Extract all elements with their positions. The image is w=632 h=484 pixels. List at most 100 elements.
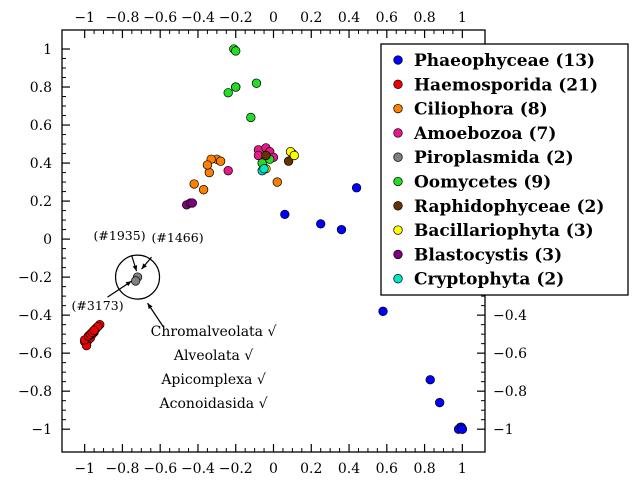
- y-tick-label-left-0-6: −0.6: [18, 346, 52, 362]
- y-tick-label-left-1: 1: [43, 42, 52, 58]
- legend-label-ciliophora: Ciliophora (8): [414, 100, 548, 120]
- point-amoebozoa-1: [223, 166, 233, 176]
- legend: Phaeophyceae (13) Haemosporida (21) Ciliop…: [380, 43, 629, 296]
- arrow-3173-head: [125, 281, 132, 287]
- point-phaeophyceae-13: [457, 424, 467, 434]
- x-tick-label-top-0-8: −0.8: [105, 10, 139, 26]
- point-oomycetes-5: [231, 82, 241, 92]
- x-tick-label-bottom-0-6: −0.6: [143, 461, 177, 477]
- point-raphidophyceae-2: [283, 156, 294, 166]
- x-tick-label-top-0-2: 0.2: [300, 10, 322, 26]
- point-phaeophyceae-6: [425, 375, 435, 385]
- legend-marker-bacillariophyta: [393, 225, 403, 235]
- legend-label-piroplasmida: Piroplasmida (2): [414, 148, 574, 168]
- legend-label-phaeophyceae: Phaeophyceae (13): [414, 51, 595, 71]
- legend-box: [380, 43, 629, 296]
- x-tick-label-top-1: 1: [458, 10, 467, 26]
- legend-marker-ciliophora: [393, 103, 403, 114]
- legend-marker-haemosporida: [393, 79, 403, 89]
- point-oomycetes-4: [223, 88, 233, 98]
- point-phaeophyceae-5: [378, 306, 388, 316]
- legend-label-bacillariophyta: Bacillariophyta (3): [414, 221, 594, 241]
- point-phaeophyceae-7: [435, 397, 445, 408]
- point-phaeophyceae-4: [336, 224, 347, 235]
- x-tick-label-top-0-4: 0.4: [338, 10, 360, 26]
- x-tick-label-bottom-0: 0: [269, 461, 278, 477]
- x-tick-label-top-0-6: 0.6: [376, 10, 398, 26]
- legend-marker-blastocystis: [393, 249, 403, 260]
- point-ciliophora-8: [272, 177, 282, 187]
- point-ciliophora-7: [215, 156, 226, 166]
- x-tick-label-bottom-0-4: 0.4: [338, 461, 360, 477]
- x-tick-label-top-0-8: 0.8: [413, 10, 435, 26]
- legend-label-cryptophyta: Cryptophyta (2): [414, 270, 564, 290]
- legend-label-raphidophyceae: Raphidophyceae (2): [414, 197, 604, 217]
- y-tick-label-left-0-4: −0.4: [18, 308, 52, 324]
- x-tick-label-bottom-0-8: 0.8: [413, 461, 435, 477]
- x-tick-label-top-0-6: −0.6: [143, 10, 177, 26]
- point-haemosporida-21: [89, 325, 99, 335]
- point-ciliophora-2: [198, 185, 209, 195]
- point-phaeophyceae-3: [316, 219, 326, 229]
- point-ciliophora-6: [202, 160, 213, 170]
- x-tick-label-bottom-0-2: 0.2: [300, 461, 322, 477]
- point-oomycetes-6: [246, 112, 256, 123]
- legend-marker-amoebozoa: [393, 128, 403, 138]
- x-tick-label-bottom-0-4: −0.4: [181, 461, 215, 477]
- annotation-id-1466: (#1466): [152, 230, 204, 245]
- annotations: (#1935) (#1466) (#3173) Chromalveolata √…: [72, 228, 277, 412]
- y-tick-label-left-0-4: 0.4: [30, 156, 52, 172]
- x-tick-label-bottom-1: −1: [74, 461, 95, 477]
- y-tick-label-left-0-2: −0.2: [18, 270, 52, 286]
- point-piroplasmida-2: [130, 276, 141, 286]
- x-tick-label-bottom-0-2: −0.2: [219, 461, 253, 477]
- x-tick-label-bottom-0-6: 0.6: [376, 461, 398, 477]
- legend-marker-phaeophyceae: [393, 55, 403, 65]
- point-cryptophyta-2: [259, 164, 269, 174]
- y-tick-label-right-0-4: −0.4: [493, 308, 527, 324]
- x-tick-label-top-0-4: −0.4: [181, 10, 215, 26]
- x-tick-label-top-0-2: −0.2: [219, 10, 253, 26]
- point-bacillariophyta-3: [289, 150, 299, 161]
- legend-label-oomycetes: Oomycetes (9): [414, 173, 551, 193]
- x-tick-label-bottom-1: 1: [458, 461, 467, 477]
- annotation-id-1935: (#1935): [94, 228, 146, 243]
- y-tick-label-right-0-6: −0.6: [493, 346, 527, 362]
- point-raphidophyceae-1: [261, 150, 271, 161]
- x-tick-label-bottom-0-8: −0.8: [105, 461, 139, 477]
- point-oomycetes-2: [231, 46, 241, 56]
- y-tick-label-left-0-8: −0.8: [18, 384, 52, 400]
- legend-marker-piroplasmida: [393, 152, 403, 162]
- y-tick-label-left-0-6: 0.6: [30, 118, 52, 134]
- y-tick-label-left-0-8: 0.8: [30, 80, 52, 96]
- point-oomycetes-7: [251, 78, 262, 88]
- point-ciliophora-1: [189, 179, 199, 189]
- legend-marker-raphidophyceae: [393, 201, 403, 211]
- legend-marker-cryptophyta: [393, 274, 403, 284]
- y-tick-label-left-0-2: 0.2: [30, 194, 52, 210]
- data-points: [80, 44, 467, 434]
- point-ciliophora-3: [204, 167, 214, 178]
- point-phaeophyceae-1: [351, 183, 362, 193]
- annotation-id-3173: (#3173): [72, 298, 124, 313]
- x-tick-label-top-1: −1: [74, 10, 95, 26]
- arrow-1935-head: [132, 265, 138, 272]
- arrow-1466-head: [141, 263, 147, 270]
- taxonomy-label-apicomplexa: Apicomplexa √: [160, 372, 266, 388]
- x-tick-label-top-0: 0: [269, 10, 278, 26]
- taxonomy-label-chromalveolata: Chromalveolata √: [151, 324, 277, 340]
- point-phaeophyceae-2: [280, 209, 290, 220]
- highlight-circle: [114, 254, 161, 300]
- y-tick-label-right-0-8: −0.8: [493, 384, 527, 400]
- legend-label-amoebozoa: Amoebozoa (7): [413, 124, 556, 144]
- taxonomy-label-alveolata: Alveolata √: [173, 348, 253, 364]
- y-tick-label-left-0: 0: [43, 232, 52, 248]
- y-tick-label-left-1: −1: [31, 422, 52, 438]
- point-blastocystis-3: [187, 198, 197, 208]
- arrow-taxonomy-head: [147, 303, 153, 310]
- legend-label-blastocystis: Blastocystis (3): [414, 245, 562, 265]
- legend-label-haemosporida: Haemosporida (21): [414, 75, 598, 95]
- y-tick-label-right-1: −1: [493, 422, 514, 438]
- taxonomy-label-aconoidasida: Aconoidasida √: [159, 396, 268, 412]
